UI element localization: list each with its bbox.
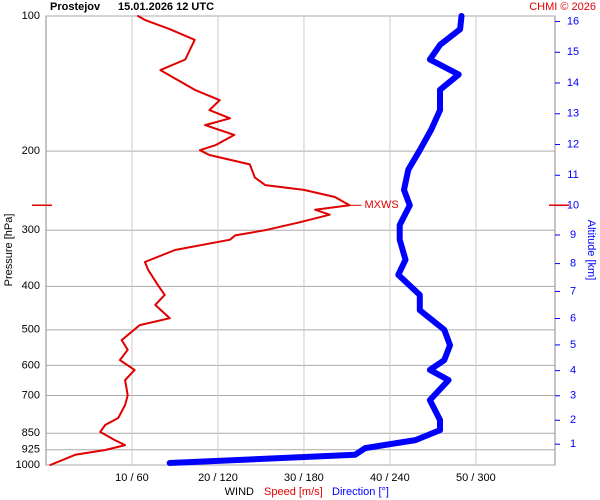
y-tick-label: 400 bbox=[22, 280, 40, 292]
x-tick-label: 50 / 300 bbox=[456, 472, 496, 484]
y2-tick-label: 6 bbox=[570, 312, 576, 324]
credit: CHMI © 2026 bbox=[529, 1, 596, 13]
plot-frame bbox=[45, 15, 556, 466]
y-axis-label: Pressure [hPa] bbox=[3, 214, 15, 287]
y2-tick-label: 2 bbox=[570, 414, 576, 426]
y2-tick-label: 11 bbox=[567, 169, 578, 181]
y2-tick-label: 4 bbox=[570, 365, 576, 377]
x-tick-label: 10 / 60 bbox=[115, 472, 149, 484]
y-tick-label: 300 bbox=[22, 224, 40, 236]
chart-title: Prostejov bbox=[50, 1, 101, 13]
y2-axis-label: Altitude [km] bbox=[585, 220, 597, 281]
legend-direction: Direction [°] bbox=[332, 486, 389, 498]
y-tick-label: 500 bbox=[22, 324, 40, 336]
x-tick-label: 30 / 180 bbox=[284, 472, 324, 484]
y2-tick-label: 8 bbox=[570, 258, 576, 270]
y-tick-label: 100 bbox=[22, 10, 40, 22]
profile-line bbox=[166, 13, 465, 466]
y2-tick-label: 5 bbox=[570, 339, 576, 351]
x-tick-label: 40 / 240 bbox=[370, 472, 410, 484]
y2-tick-label: 1 bbox=[570, 438, 576, 450]
profile-line bbox=[49, 15, 351, 466]
y2-tick-label: 9 bbox=[570, 229, 576, 241]
x-axis-label: WIND bbox=[225, 486, 254, 498]
y2-tick-label: 14 bbox=[567, 77, 579, 89]
y-tick-label: 700 bbox=[22, 389, 40, 401]
y2-tick-label: 12 bbox=[567, 138, 579, 150]
chart-subtitle: 15.01.2026 12 UTC bbox=[118, 1, 214, 13]
y2-tick-label: 10 bbox=[567, 199, 579, 211]
y2-tick-label: 7 bbox=[570, 285, 576, 297]
y2-tick-label: 3 bbox=[570, 390, 576, 402]
y2-tick-label: 15 bbox=[567, 46, 579, 58]
y-tick-label: 1000 bbox=[16, 459, 40, 471]
y-tick-label: 925 bbox=[22, 444, 40, 456]
y-tick-label: 200 bbox=[22, 145, 40, 157]
annotation: MXWS bbox=[365, 199, 399, 211]
legend-speed: Speed [m/s] bbox=[264, 486, 323, 498]
y2-tick-label: 16 bbox=[567, 15, 579, 27]
x-tick-label: 20 / 120 bbox=[198, 472, 238, 484]
y2-tick-label: 13 bbox=[567, 108, 579, 120]
y-tick-label: 600 bbox=[22, 359, 40, 371]
y-tick-label: 850 bbox=[22, 427, 40, 439]
